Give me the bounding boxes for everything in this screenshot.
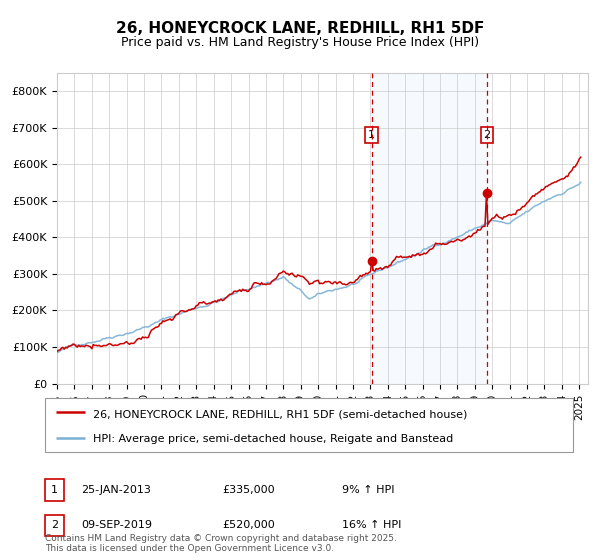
Text: 25-JAN-2013: 25-JAN-2013 — [81, 485, 151, 495]
Text: 26, HONEYCROCK LANE, REDHILL, RH1 5DF: 26, HONEYCROCK LANE, REDHILL, RH1 5DF — [116, 21, 484, 36]
Text: Contains HM Land Registry data © Crown copyright and database right 2025.
This d: Contains HM Land Registry data © Crown c… — [45, 534, 397, 553]
Text: 16% ↑ HPI: 16% ↑ HPI — [342, 520, 401, 530]
Text: HPI: Average price, semi-detached house, Reigate and Banstead: HPI: Average price, semi-detached house,… — [92, 435, 453, 444]
Text: 1: 1 — [51, 485, 58, 495]
Text: 26, HONEYCROCK LANE, REDHILL, RH1 5DF (semi-detached house): 26, HONEYCROCK LANE, REDHILL, RH1 5DF (s… — [92, 409, 467, 419]
Text: £520,000: £520,000 — [222, 520, 275, 530]
Text: 2: 2 — [483, 130, 490, 140]
Text: 9% ↑ HPI: 9% ↑ HPI — [342, 485, 395, 495]
Text: £335,000: £335,000 — [222, 485, 275, 495]
Text: 2: 2 — [51, 520, 58, 530]
Text: Price paid vs. HM Land Registry's House Price Index (HPI): Price paid vs. HM Land Registry's House … — [121, 36, 479, 49]
FancyBboxPatch shape — [45, 398, 573, 452]
Text: 1: 1 — [368, 130, 375, 140]
Text: 09-SEP-2019: 09-SEP-2019 — [81, 520, 152, 530]
Bar — [371, 73, 487, 384]
